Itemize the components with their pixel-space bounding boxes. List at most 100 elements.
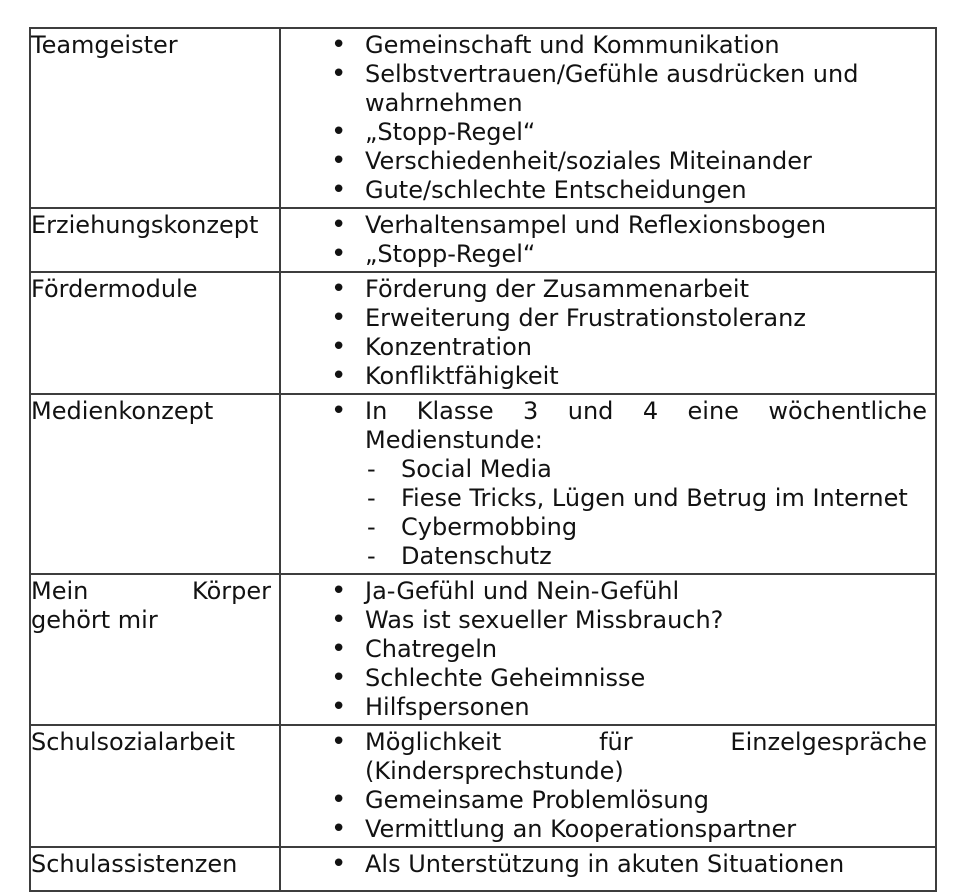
item-line: Verschiedenheit/soziales Miteinander [365,147,812,175]
row-items-cell: • Ja-Gefühl und Nein-Gefühl • Was ist sexue… [279,573,937,726]
table-row: Schulsozialarbeit • Möglichkeit für Einzel… [29,724,937,848]
item-line: „Stopp-Regel“ [365,240,536,268]
bullet-icon: • [331,210,347,240]
list-item: • Selbstvertrauen/Gefühle ausdrücken und w… [281,60,927,118]
item-line: Vermittlung an Kooperationspartner [365,815,797,843]
list-item: • Hilfspersonen [281,693,927,722]
dash-icon: - [367,484,376,512]
sub-list-item: - Fiese Tricks, Lügen und Betrug im Inter… [281,484,927,513]
list-item: • Vermittlung an Kooperationspartner [281,815,927,844]
row-label: Schulassistenzen [31,850,238,878]
bullet-icon: • [331,361,347,391]
bullet-icon: • [331,303,347,333]
list-item: • Schlechte Geheimnisse [281,664,927,693]
item-line: In Klasse 3 und 4 eine wöchentliche [365,397,927,425]
row-label: Medienkonzept [31,397,214,425]
bullet-icon: • [331,849,347,879]
list-item: • Förderung der Zusammenarbeit [281,275,927,304]
list-item: • Verschiedenheit/soziales Miteinander [281,147,927,176]
item-line: Schlechte Geheimnisse [365,664,646,692]
bullet-icon: • [331,239,347,269]
bullet-icon: • [331,605,347,635]
list-item: • „Stopp-Regel“ [281,118,927,147]
row-label: gehört mir [31,606,158,634]
bullet-icon: • [331,396,347,426]
item-line: Cybermobbing [401,513,578,541]
item-line: Gemeinsame Problemlösung [365,786,710,814]
list-item: • „Stopp-Regel“ [281,240,927,269]
item-line: Als Unterstützung in akuten Situationen [365,850,845,878]
item-line: Förderung der Zusammenarbeit [365,275,749,303]
row-items-cell: • Als Unterstützung in akuten Situationen [279,846,937,892]
row-label-cell: Medienkonzept [29,393,281,575]
row-label: Fördermodule [31,275,198,303]
table-row: Medienkonzept • In Klasse 3 und 4 eine wöc… [29,393,937,575]
bullet-icon: • [331,175,347,205]
item-line: Medienstunde: [365,426,543,454]
row-label: Mein Körper [31,577,271,605]
list-item: • Möglichkeit für Einzelgespräche (Kinders… [281,728,927,786]
table-row: Teamgeister • Gemeinschaft und Kommunikati… [29,27,937,209]
dash-icon: - [367,513,376,541]
bullet-icon: • [331,814,347,844]
item-line: Erweiterung der Frustrationstoleranz [365,304,806,332]
row-label-cell: Teamgeister [29,27,281,209]
sub-list-item: - Cybermobbing [281,513,927,542]
item-line: Ja-Gefühl und Nein-Gefühl [365,577,680,605]
bullet-icon: • [331,576,347,606]
bullet-icon: • [331,692,347,722]
item-line: Fiese Tricks, Lügen und Betrug im Intern… [401,484,908,512]
row-label: Schulsozialarbeit [31,728,235,756]
row-label-cell: Mein Körper gehört mir [29,573,281,726]
row-items-cell: • Förderung der Zusammenarbeit • Erweiterun… [279,271,937,395]
table-row: Erziehungskonzept • Verhaltensampel und Re… [29,207,937,273]
item-line: Möglichkeit für Einzelgespräche [365,728,927,756]
list-item: • Gute/schlechte Entscheidungen [281,176,927,205]
item-line: Konfliktfähigkeit [365,362,559,390]
concepts-table-body: Teamgeister • Gemeinschaft und Kommunikati… [29,27,937,892]
list-item: • Konfliktfähigkeit [281,362,927,391]
table-row: Mein Körper gehört mir • Ja-Gefühl und Nein… [29,573,937,726]
list-item: • In Klasse 3 und 4 eine wöchentliche Medi… [281,397,927,455]
bullet-icon: • [331,117,347,147]
row-label-cell: Fördermodule [29,271,281,395]
concepts-table: Teamgeister • Gemeinschaft und Kommunikati… [29,27,937,892]
item-line: Hilfspersonen [365,693,530,721]
row-label-cell: Schulsozialarbeit [29,724,281,848]
dash-icon: - [367,455,376,483]
list-item: • Als Unterstützung in akuten Situationen [281,850,927,879]
item-line: Selbstvertrauen/Gefühle ausdrücken und [365,60,859,88]
item-line: Verhaltensampel und Reflexionsbogen [365,211,827,239]
item-line: „Stopp-Regel“ [365,118,536,146]
row-items-cell: • Gemeinschaft und Kommunikation • Selbstve… [279,27,937,209]
list-item: • Verhaltensampel und Reflexionsbogen [281,211,927,240]
row-items-cell: • Verhaltensampel und Reflexionsbogen • „St… [279,207,937,273]
row-label: Teamgeister [31,31,178,59]
bullet-icon: • [331,663,347,693]
table-row: Schulassistenzen • Als Unterstützung in ak… [29,846,937,892]
list-item: • Was ist sexueller Missbrauch? [281,606,927,635]
sub-list-item: - Datenschutz [281,542,927,571]
item-line: Gute/schlechte Entscheidungen [365,176,747,204]
list-item: • Gemeinsame Problemlösung [281,786,927,815]
row-label: Erziehungskonzept [31,211,259,239]
table-row: Fördermodule • Förderung der Zusammenarbei… [29,271,937,395]
bullet-icon: • [331,146,347,176]
item-line: Datenschutz [401,542,552,570]
bullet-icon: • [331,634,347,664]
item-line: (Kindersprechstunde) [365,757,624,785]
bullet-icon: • [331,332,347,362]
row-items-cell: • Möglichkeit für Einzelgespräche (Kinders… [279,724,937,848]
dash-icon: - [367,542,376,570]
bullet-icon: • [331,274,347,304]
row-label-cell: Erziehungskonzept [29,207,281,273]
item-line: Chatregeln [365,635,498,663]
list-item: • Gemeinschaft und Kommunikation [281,31,927,60]
list-item: • Chatregeln [281,635,927,664]
item-line: Konzentration [365,333,532,361]
bullet-icon: • [331,30,347,60]
row-label-cell: Schulassistenzen [29,846,281,892]
bullet-icon: • [331,785,347,815]
item-line: Social Media [401,455,552,483]
